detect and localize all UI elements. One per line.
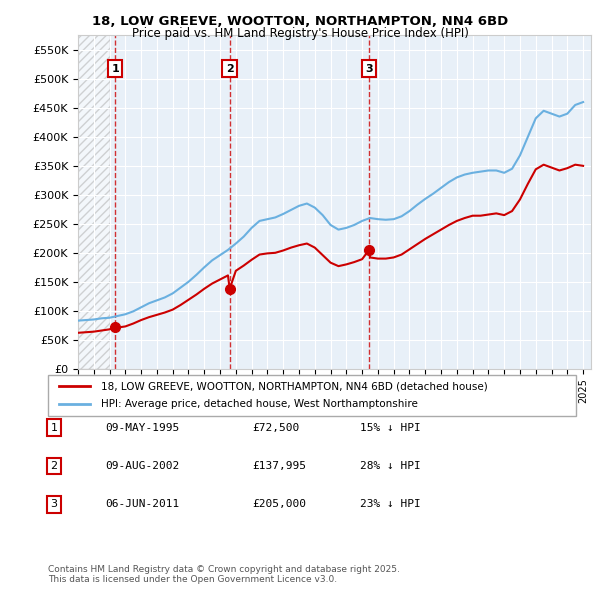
Text: 15% ↓ HPI: 15% ↓ HPI bbox=[360, 423, 421, 432]
Text: 3: 3 bbox=[365, 64, 373, 74]
Text: 2: 2 bbox=[226, 64, 233, 74]
Text: 09-MAY-1995: 09-MAY-1995 bbox=[105, 423, 179, 432]
Text: Price paid vs. HM Land Registry's House Price Index (HPI): Price paid vs. HM Land Registry's House … bbox=[131, 27, 469, 40]
Text: 1: 1 bbox=[112, 64, 119, 74]
Text: 18, LOW GREEVE, WOOTTON, NORTHAMPTON, NN4 6BD: 18, LOW GREEVE, WOOTTON, NORTHAMPTON, NN… bbox=[92, 15, 508, 28]
Text: 06-JUN-2011: 06-JUN-2011 bbox=[105, 500, 179, 509]
Text: 23% ↓ HPI: 23% ↓ HPI bbox=[360, 500, 421, 509]
Text: 1: 1 bbox=[50, 423, 58, 432]
Text: 18, LOW GREEVE, WOOTTON, NORTHAMPTON, NN4 6BD (detached house): 18, LOW GREEVE, WOOTTON, NORTHAMPTON, NN… bbox=[101, 381, 488, 391]
Text: £137,995: £137,995 bbox=[252, 461, 306, 471]
Text: £205,000: £205,000 bbox=[252, 500, 306, 509]
Text: HPI: Average price, detached house, West Northamptonshire: HPI: Average price, detached house, West… bbox=[101, 399, 418, 409]
FancyBboxPatch shape bbox=[48, 375, 576, 416]
Text: 2: 2 bbox=[50, 461, 58, 471]
Text: 28% ↓ HPI: 28% ↓ HPI bbox=[360, 461, 421, 471]
Text: 3: 3 bbox=[50, 500, 58, 509]
Text: £72,500: £72,500 bbox=[252, 423, 299, 432]
Text: Contains HM Land Registry data © Crown copyright and database right 2025.
This d: Contains HM Land Registry data © Crown c… bbox=[48, 565, 400, 584]
Text: 09-AUG-2002: 09-AUG-2002 bbox=[105, 461, 179, 471]
